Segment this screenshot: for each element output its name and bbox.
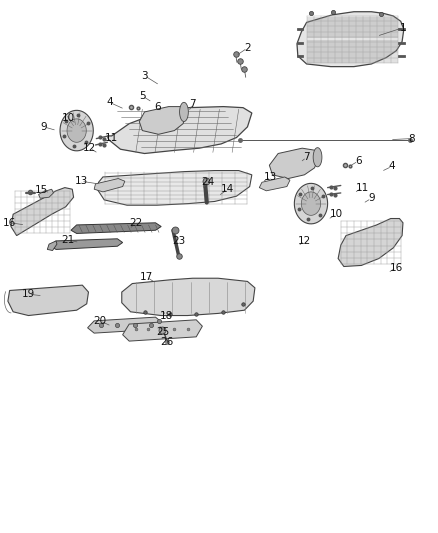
Polygon shape <box>107 107 252 154</box>
Polygon shape <box>88 317 162 333</box>
Text: 26: 26 <box>160 337 173 347</box>
Polygon shape <box>47 241 57 251</box>
Polygon shape <box>60 110 93 151</box>
Polygon shape <box>39 189 53 198</box>
Text: 25: 25 <box>156 327 170 336</box>
Text: 12: 12 <box>298 236 311 246</box>
Text: 12: 12 <box>83 143 96 153</box>
Polygon shape <box>297 12 404 67</box>
Polygon shape <box>294 183 328 224</box>
Text: 22: 22 <box>129 218 142 228</box>
Text: 7: 7 <box>189 99 196 109</box>
Text: 9: 9 <box>40 122 47 132</box>
Text: 4: 4 <box>389 161 396 171</box>
Text: 2: 2 <box>244 43 251 53</box>
Text: 15: 15 <box>35 185 48 195</box>
Polygon shape <box>139 107 187 134</box>
Text: 10: 10 <box>330 209 343 219</box>
Text: 11: 11 <box>105 133 118 142</box>
Polygon shape <box>94 179 125 192</box>
Polygon shape <box>313 148 322 167</box>
Text: 21: 21 <box>61 235 74 245</box>
Text: 5: 5 <box>139 91 146 101</box>
Text: 6: 6 <box>355 156 362 166</box>
Text: 8: 8 <box>408 134 415 143</box>
Text: 16: 16 <box>390 263 403 272</box>
Text: 7: 7 <box>303 152 310 162</box>
Polygon shape <box>123 320 202 341</box>
Text: 16: 16 <box>3 218 16 228</box>
Polygon shape <box>97 171 252 205</box>
Text: 17: 17 <box>140 272 153 282</box>
Text: 24: 24 <box>201 177 215 187</box>
Text: 6: 6 <box>154 102 161 111</box>
Text: 3: 3 <box>141 71 148 80</box>
Polygon shape <box>11 188 74 236</box>
Text: 23: 23 <box>172 236 185 246</box>
Polygon shape <box>269 148 319 179</box>
Polygon shape <box>180 102 188 122</box>
Polygon shape <box>71 223 161 233</box>
Text: 10: 10 <box>61 114 74 123</box>
Text: 18: 18 <box>160 311 173 320</box>
Text: 13: 13 <box>264 172 277 182</box>
Text: 19: 19 <box>22 289 35 299</box>
Polygon shape <box>67 119 86 142</box>
Polygon shape <box>301 192 321 215</box>
Text: 1: 1 <box>399 23 406 33</box>
Polygon shape <box>50 239 123 249</box>
Text: 9: 9 <box>368 193 375 203</box>
Polygon shape <box>259 177 290 191</box>
Polygon shape <box>8 285 88 316</box>
Text: 13: 13 <box>74 176 88 186</box>
Text: 11: 11 <box>356 183 369 192</box>
Polygon shape <box>338 219 403 266</box>
Text: 20: 20 <box>93 316 106 326</box>
Polygon shape <box>122 278 255 316</box>
Text: 14: 14 <box>221 184 234 194</box>
Text: 4: 4 <box>106 98 113 107</box>
